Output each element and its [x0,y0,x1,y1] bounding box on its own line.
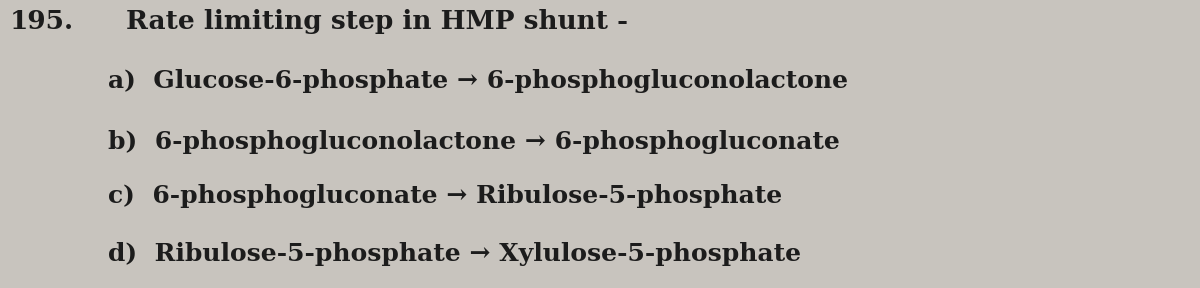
Text: Rate limiting step in HMP shunt -: Rate limiting step in HMP shunt - [126,9,628,34]
Text: a)  Glucose-6-phosphate → 6-phosphogluconolactone: a) Glucose-6-phosphate → 6-phosphoglucon… [108,69,848,93]
Text: b)  6-phosphogluconolactone → 6-phosphogluconate: b) 6-phosphogluconolactone → 6-phosphogl… [108,130,840,154]
Text: d)  Ribulose-5-phosphate → Xylulose-5-phosphate: d) Ribulose-5-phosphate → Xylulose-5-pho… [108,242,802,266]
Text: 195.: 195. [10,9,73,34]
Text: c)  6-phosphogluconate → Ribulose-5-phosphate: c) 6-phosphogluconate → Ribulose-5-phosp… [108,184,782,208]
